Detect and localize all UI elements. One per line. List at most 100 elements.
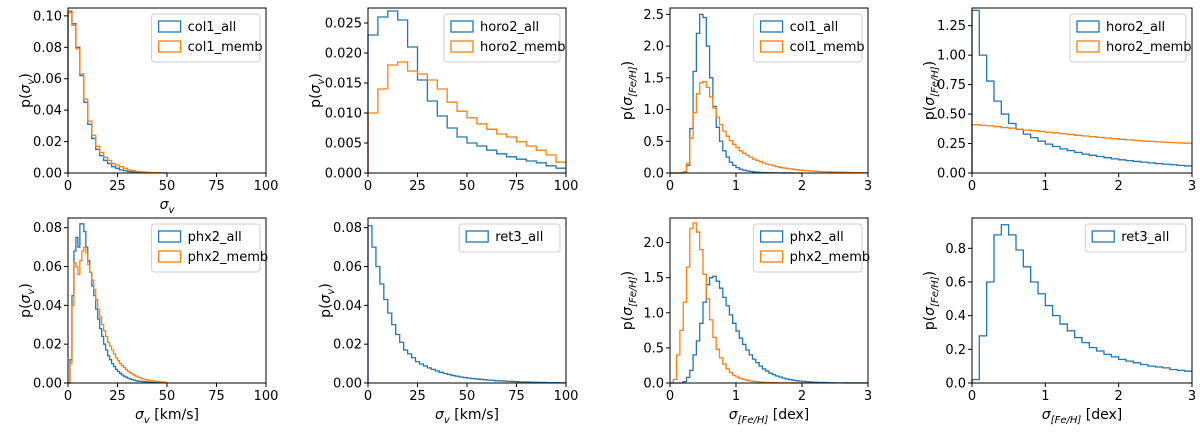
x-tick-label: 50 [159,389,176,404]
x-tick-label: 50 [159,179,176,194]
legend-entry: phx2_all [790,230,844,245]
axes-frame [669,7,869,174]
y-tick-label: 0.000 [325,167,362,182]
y-tick-label: 2.0 [643,40,664,55]
y-tick-label: 2.0 [643,236,664,251]
x-tick-label: 2 [1115,389,1123,404]
legend: col1_all col1_memb [753,13,865,63]
y-tick-label: 0.08 [33,41,62,56]
axes-frame [971,217,1193,384]
legend-swatch [1076,20,1100,33]
y-axis-label: p(σ[Fe/H]) [922,271,941,330]
legend-swatch [450,20,474,33]
y-tick-label: 0.04 [33,104,62,119]
y-axis-label: p(σv) [18,73,37,108]
y-tick-label: 0.020 [325,47,362,62]
y-tick-label: 1.0 [643,103,664,118]
x-axis-label: σv [160,197,176,216]
x-tick-label: 75 [208,179,225,194]
legend: phx2_all phx2_memb [151,223,269,273]
y-tick-label: 0.025 [325,17,362,32]
y-tick-label: 0.5 [643,135,664,150]
legend-entry: phx2_all [188,230,242,245]
y-tick-label: 0.02 [33,338,62,353]
legend: ret3_all [1084,223,1187,253]
legend-entry: col1_memb [188,40,263,55]
x-tick-label: 0 [666,179,674,194]
legend-entry: col1_all [188,20,237,35]
x-tick-label: 25 [109,389,126,404]
legend-swatch [759,40,784,53]
y-axis-label: p(σ[Fe/H]) [620,271,639,330]
y-axis-label: p(σ[Fe/H]) [620,61,639,120]
panel-ret3-sigv: 0 25 50 75 100 0.00 0.02 0.04 0.06 0.08 p(σv) σv [k… [318,217,579,426]
y-tick-label: 0.06 [333,260,362,275]
series-col1_memb-step [67,12,167,174]
legend-swatch [759,20,784,33]
x-tick-label: 0 [364,179,372,194]
x-axis-label: σ[Fe/H] [dex] [1042,407,1122,426]
x-tick-label: 50 [459,179,476,194]
x-tick-label: 0 [364,389,372,404]
y-tick-label: 0.08 [333,221,362,236]
y-tick-label: 0.010 [325,107,362,122]
x-tick-label: 100 [554,179,579,194]
legend: phx2_all phx2_memb [753,223,871,273]
x-tick-label: 2 [798,389,806,404]
y-tick-label: 0.06 [33,72,62,87]
x-tick-label: 25 [409,389,426,404]
legend-swatch [157,250,182,263]
legend-swatch [450,40,474,53]
legend-box [753,223,863,273]
x-tick-label: 100 [554,389,579,404]
y-tick-label: 0.8 [945,242,966,257]
legend-swatch [465,230,489,243]
x-tick-label: 75 [508,389,525,404]
legend-entry: ret3_all [1121,230,1169,245]
series-horo2_all-step [971,9,1192,173]
y-tick-label: 0.00 [333,377,362,392]
y-tick-label: 0.00 [33,377,62,392]
series-horo2_all-step [367,10,566,173]
x-tick-label: 100 [254,389,279,404]
y-tick-label: 0.6 [945,275,966,290]
x-tick-label: 1 [732,389,740,404]
x-tick-label: 50 [459,389,476,404]
x-tick-label: 2 [798,179,806,194]
legend-entry: phx2_memb [790,250,871,265]
y-tick-label: 1.25 [937,19,966,34]
y-tick-label: 1.0 [643,306,664,321]
x-tick-label: 1 [1041,179,1049,194]
legend-swatch [157,230,182,243]
legend-box [151,223,261,273]
y-tick-label: 0.25 [937,137,966,152]
legend: col1_all col1_memb [151,13,263,63]
legend-entry: ret3_all [495,230,543,245]
y-tick-label: 0.00 [33,167,62,182]
y-tick-label: 1.5 [643,71,664,86]
legend: ret3_all [458,223,561,253]
series-phx2_all-step [68,223,167,384]
x-axis-label: σv [km/s] [135,407,199,426]
y-tick-label: 0.75 [937,78,966,93]
axes-frame [971,7,1193,174]
x-tick-label: 1 [732,179,740,194]
x-tick-label: 2 [1115,179,1123,194]
x-tick-label: 100 [254,179,279,194]
x-tick-label: 0 [64,179,72,194]
legend: horo2_all horo2_memb [1069,13,1192,63]
legend-entry: phx2_memb [188,250,269,265]
legend-swatch [157,20,182,33]
y-tick-label: 1.00 [937,49,966,64]
y-tick-label: 0.0 [945,377,966,392]
y-axis-label: p(σv) [308,73,327,108]
y-tick-label: 1.5 [643,271,664,286]
x-tick-label: 3 [864,179,872,194]
panel-horo2-sigfeh: 0 1 2 3 0.00 0.25 0.50 0.75 1.00 1.25 p(σ[Fe/H]) ho… [922,7,1196,194]
legend-entry: horo2_all [1106,20,1165,35]
x-tick-label: 3 [1188,389,1196,404]
legend-swatch [759,230,784,243]
panel-col1-sigv: 0 25 50 75 100 0.00 0.02 0.04 0.06 0.08 0.10 p(σv) σ… [18,7,279,216]
y-tick-label: 0.005 [325,137,362,152]
x-tick-label: 75 [508,179,525,194]
